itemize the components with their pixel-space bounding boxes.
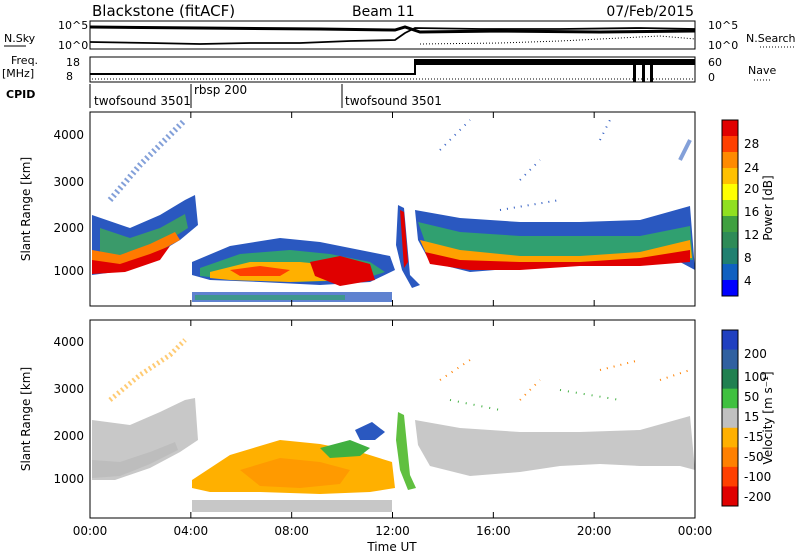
power-cbar-tick-8: 8 [744,251,752,265]
power-cbar-tick-28: 28 [744,137,759,151]
power-ytick-3000: 3000 [53,175,84,189]
power-cbar-tick-4: 4 [744,274,752,288]
velocity-cbar-label: Velocity [m s⁻¹] [761,371,775,464]
velocity-cbar-tick-100: 100 [744,370,767,384]
velocity-colorbar-swatch [722,408,738,429]
velocity-cbar-tick-50: 50 [744,390,759,404]
power-cbar-tick-16: 16 [744,205,759,219]
nsearch-tick-top: 10^5 [708,19,738,32]
nave-tick-bottom: 0 [708,71,715,84]
power-heatmap [92,117,695,302]
nsky-label: N.Sky [4,32,36,45]
power-colorbar-swatch [722,216,738,233]
velocity-heatmap [92,338,695,512]
power-colorbar [722,120,738,297]
power-colorbar-swatch [722,168,738,185]
power-cbar-label: Power [dB] [761,175,775,240]
power-colorbar-swatch [722,280,738,297]
xaxis-tick-label: 16:00 [476,524,511,538]
power-colorbar-swatch [722,184,738,201]
power-colorbar-swatch [722,136,738,153]
power-colorbar-swatch [722,248,738,265]
cpid-segment-3: twofsound 3501 [345,94,442,108]
freq-strip [89,56,696,83]
velocity-cbar-tick-200: 200 [744,347,767,361]
xaxis-tick-label: 04:00 [174,524,209,538]
freq-unit: [MHz] [2,67,34,80]
xaxis-label: Time UT [366,540,417,554]
power-colorbar-swatch [722,232,738,249]
date-title: 07/Feb/2015 [606,4,694,20]
velocity-ytick-3000: 3000 [53,382,84,396]
velocity-cbar-tick-neg50: -50 [744,450,764,464]
station-title: Blackstone (fitACF) [92,2,235,20]
xaxis-tick-label: 12:00 [375,524,410,538]
xaxis-tick-label: 08:00 [274,524,309,538]
power-ytick-4000: 4000 [53,128,84,142]
freq-tick-top: 18 [66,56,80,69]
nsearch-label: N.Search [746,32,796,45]
xaxis-tick-label: 00:00 [678,524,713,538]
velocity-cbar-tick-neg15: -15 [744,430,764,444]
time-axis: 00:00 04:00 08:00 12:00 16:00 20:00 00:00 [73,112,713,538]
cpid-segment-2: rbsp 200 [194,83,247,97]
freq-tick-bottom: 8 [66,70,73,83]
velocity-cbar-tick-neg100: -100 [744,470,771,484]
power-ytick-1000: 1000 [53,264,84,278]
nsky-tick-top: 10^5 [58,19,88,32]
velocity-colorbar-swatch [722,349,738,370]
nsky-strip [89,20,696,50]
velocity-ytick-1000: 1000 [53,472,84,486]
velocity-colorbar-swatch [722,427,738,448]
velocity-colorbar-swatch [722,388,738,409]
power-ytick-2000: 2000 [53,221,84,235]
xaxis-tick-label: 00:00 [73,524,108,538]
velocity-colorbar-swatch [722,486,738,507]
velocity-colorbar-swatch [722,466,738,487]
power-ylabel: Slant Range [km] [19,157,33,261]
velocity-colorbar [722,330,738,507]
velocity-colorbar-swatch [722,330,738,351]
power-colorbar-swatch [722,152,738,169]
velocity-ytick-4000: 4000 [53,335,84,349]
power-colorbar-swatch [722,200,738,217]
freq-label: Freq. [11,54,38,67]
power-cbar-tick-12: 12 [744,228,759,242]
beam-title: Beam 11 [352,4,415,20]
power-cbar-tick-24: 24 [744,161,759,175]
velocity-cbar-tick-neg200: -200 [744,490,771,504]
nave-tick-top: 60 [708,56,722,69]
velocity-colorbar-swatch [722,447,738,468]
cpid-label: CPID [6,88,35,101]
velocity-cbar-tick-15: 15 [744,410,759,424]
power-colorbar-swatch [722,120,738,137]
velocity-colorbar-swatch [722,369,738,390]
velocity-ytick-2000: 2000 [53,429,84,443]
xaxis-tick-label: 20:00 [577,524,612,538]
velocity-ylabel: Slant Range [km] [19,367,33,471]
nsky-tick-bottom: 10^0 [58,39,88,52]
power-cbar-tick-20: 20 [744,182,759,196]
cpid-segment-1: twofsound 3501 [94,94,191,108]
nave-label: Nave [748,64,776,77]
power-colorbar-swatch [722,264,738,281]
nsearch-tick-bottom: 10^0 [708,39,738,52]
